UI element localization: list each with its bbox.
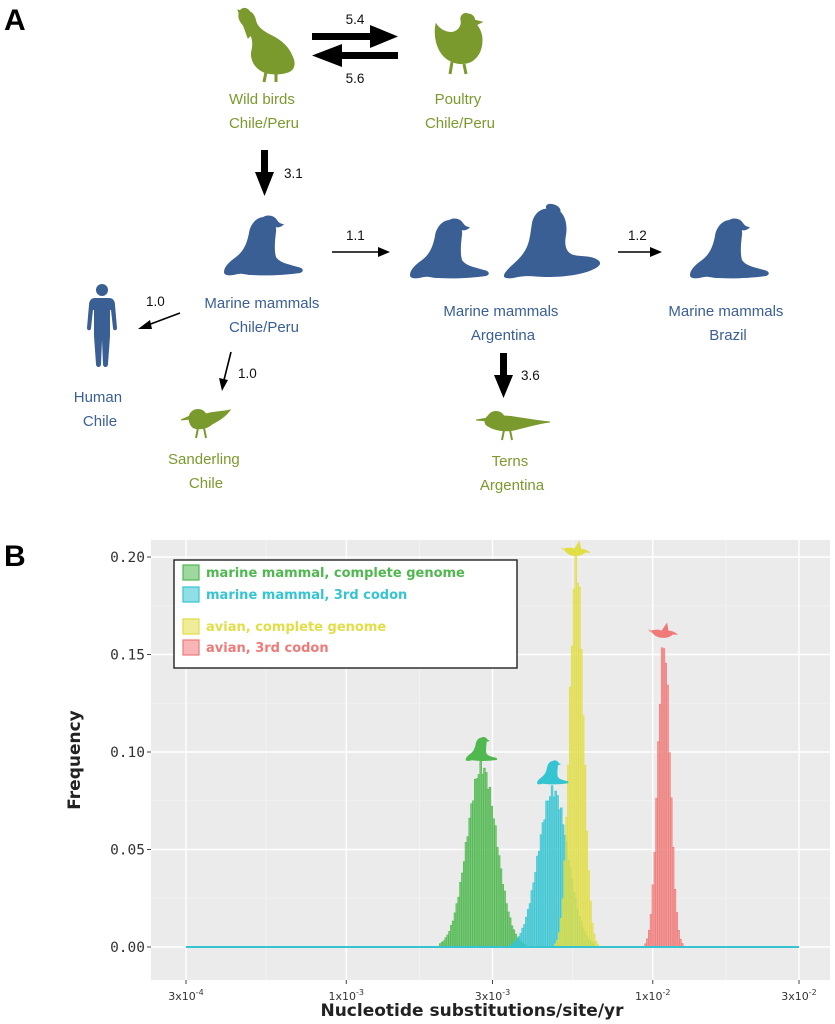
rate-chile-to-argentina: 1.1 bbox=[346, 228, 365, 243]
transmission-arrows bbox=[138, 25, 662, 398]
node-label-wild-birds: Wild birds Chile/Peru bbox=[229, 91, 299, 132]
rate-marine-mammals-to-human: 1.0 bbox=[146, 294, 165, 309]
legend-entry: marine mammal, complete genome bbox=[206, 566, 465, 581]
arrow-poultry-to-birds bbox=[312, 44, 398, 67]
series-2-bars bbox=[554, 554, 600, 948]
x-axis-ticks: 3x10-4 1x10-3 3x10-3 1x10-2 3x10-2 bbox=[168, 980, 817, 1003]
human-icon bbox=[87, 284, 117, 367]
rate-argentina-to-terns: 3.6 bbox=[521, 368, 540, 383]
series-3-bars bbox=[644, 647, 684, 948]
x-tick-label: 3x10-4 bbox=[168, 988, 204, 1003]
node-label-marine-mammals-argentina: Marine mammals Argentina bbox=[443, 303, 562, 344]
y-tick-label: 0.00 bbox=[110, 940, 145, 956]
panel-a-letter: A bbox=[4, 4, 26, 37]
rate-marine-mammals-to-sanderling: 1.0 bbox=[238, 366, 257, 381]
node-label-human: Human Chile bbox=[74, 389, 127, 430]
pelican-icon bbox=[236, 6, 296, 84]
node-label-poultry: Poultry Chile/Peru bbox=[425, 91, 495, 132]
x-axis-title: Nucleotide substitutions/site/yr bbox=[320, 1001, 624, 1021]
legend-swatch bbox=[182, 586, 200, 603]
chicken-icon bbox=[433, 11, 484, 76]
elephant-seal-icon bbox=[503, 203, 601, 279]
y-tick-label: 0.10 bbox=[110, 745, 145, 761]
sea-lion-icon bbox=[690, 218, 769, 279]
y-tick-label: 0.05 bbox=[110, 843, 145, 859]
legend-entry: avian, complete genome bbox=[206, 620, 386, 635]
x-tick-label: 1x10-3 bbox=[329, 988, 365, 1003]
arrow-chile-to-argentina bbox=[332, 247, 390, 257]
arrow-birds-to-marine-mammals bbox=[255, 150, 274, 196]
y-axis-title: Frequency bbox=[65, 710, 85, 810]
node-label-marine-mammals-brazil: Marine mammals Brazil bbox=[668, 303, 787, 344]
legend: marine mammal, complete genome marine mam… bbox=[173, 559, 518, 669]
arrow-argentina-to-terns bbox=[494, 353, 513, 398]
sanderling-icon bbox=[180, 408, 231, 439]
y-tick-label: 0.20 bbox=[110, 550, 145, 566]
x-tick-label: 3x10-3 bbox=[475, 988, 511, 1003]
sea-lion-icon bbox=[224, 215, 303, 276]
x-tick-label: 1x10-2 bbox=[635, 988, 671, 1003]
rate-poultry-to-birds: 5.6 bbox=[346, 71, 365, 86]
node-label-sanderling: Sanderling Chile bbox=[168, 451, 244, 492]
rate-argentina-to-brazil: 1.2 bbox=[628, 228, 647, 243]
arrow-marine-mammals-to-sanderling bbox=[219, 351, 232, 391]
sea-lion-icon bbox=[410, 218, 489, 279]
rate-birds-to-marine-mammals: 3.1 bbox=[284, 166, 303, 181]
arrow-argentina-to-brazil bbox=[618, 247, 662, 257]
y-tick-label: 0.15 bbox=[110, 648, 145, 664]
legend-swatch bbox=[182, 618, 200, 635]
node-label-terns: Terns Argentina bbox=[480, 453, 545, 494]
tern-icon bbox=[475, 410, 551, 441]
arrow-marine-mammals-to-human bbox=[138, 312, 181, 329]
legend-swatch bbox=[182, 564, 200, 581]
legend-entry: marine mammal, 3rd codon bbox=[206, 588, 407, 603]
arrow-birds-to-poultry bbox=[312, 25, 398, 48]
legend-swatch bbox=[182, 639, 200, 656]
node-label-marine-mammals-chile: Marine mammals Chile/Peru bbox=[204, 295, 323, 336]
x-tick-label: 3x10-2 bbox=[781, 988, 817, 1003]
y-axis-ticks: 0.00 0.05 0.10 0.15 0.20 bbox=[110, 550, 151, 956]
rate-birds-to-poultry: 5.4 bbox=[346, 12, 365, 27]
panel-b-letter: B bbox=[4, 540, 26, 573]
legend-entry: avian, 3rd codon bbox=[206, 641, 329, 656]
panel-a-transmission-diagram: A Wild birds Chile/Peru Poultry Chile/Pe… bbox=[4, 4, 787, 494]
panel-b-rate-histogram: B 0.000.050.100.150.20 3x10-4 1x10-3 3x10-… bbox=[4, 540, 830, 1021]
legend-box bbox=[173, 559, 518, 669]
